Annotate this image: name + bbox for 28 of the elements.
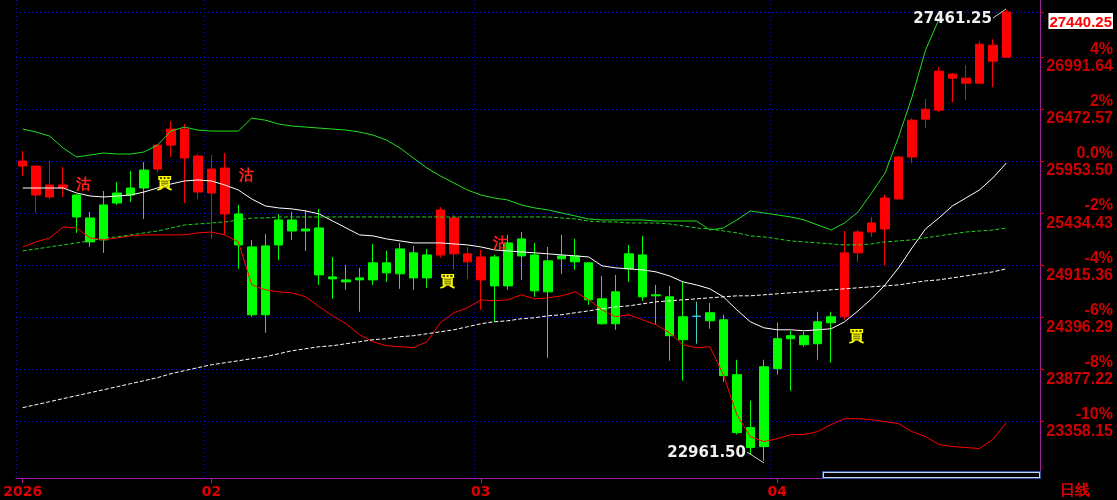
- y-tick-label: 26472.57: [1046, 109, 1114, 127]
- y-tick-label: 27440.25: [1049, 13, 1112, 30]
- y2-tick-label: 4%: [1089, 40, 1113, 58]
- y-tick-label: 25434.43: [1046, 213, 1114, 231]
- x-tick-label: 2026: [3, 483, 43, 499]
- y2-tick-label: -4%: [1084, 248, 1113, 266]
- y-tick-label: 23358.15: [1046, 421, 1114, 439]
- y2-tick-label: 2%: [1089, 92, 1113, 110]
- y2-tick-label: -10%: [1075, 404, 1113, 422]
- annotation: 買: [847, 327, 864, 345]
- annotation: 沽: [237, 166, 254, 184]
- y-tick-label: 24915.36: [1046, 265, 1114, 283]
- y2-tick-label: 0.0%: [1076, 144, 1113, 162]
- annotation: 22961.50: [667, 443, 746, 461]
- y2-tick-label: -8%: [1084, 352, 1113, 370]
- y2-tick-label: -6%: [1084, 300, 1113, 318]
- annotation: 沽: [74, 175, 91, 193]
- y-tick-label: 23877.22: [1046, 369, 1114, 387]
- x-tick-label: 03: [471, 483, 491, 499]
- annotation: 買: [438, 272, 455, 290]
- y-tick-label: 26991.64: [1046, 57, 1114, 75]
- y-tick-label: 24396.29: [1046, 317, 1114, 335]
- annotation: 27461.25: [913, 9, 992, 27]
- x-tick-label: 04: [767, 483, 788, 499]
- y2-tick-label: -2%: [1084, 196, 1113, 214]
- y-tick-label: 25953.50: [1046, 161, 1114, 179]
- text: 日线: [1060, 481, 1090, 499]
- x-tick-label: 02: [201, 483, 222, 499]
